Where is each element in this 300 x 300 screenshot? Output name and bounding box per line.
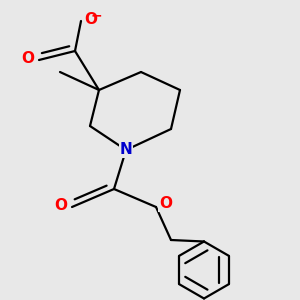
Text: −: − bbox=[90, 9, 102, 22]
Text: O: O bbox=[159, 196, 172, 211]
Text: O: O bbox=[21, 51, 34, 66]
Text: O: O bbox=[54, 198, 67, 213]
Text: O: O bbox=[84, 12, 97, 27]
Text: N: N bbox=[120, 142, 132, 158]
